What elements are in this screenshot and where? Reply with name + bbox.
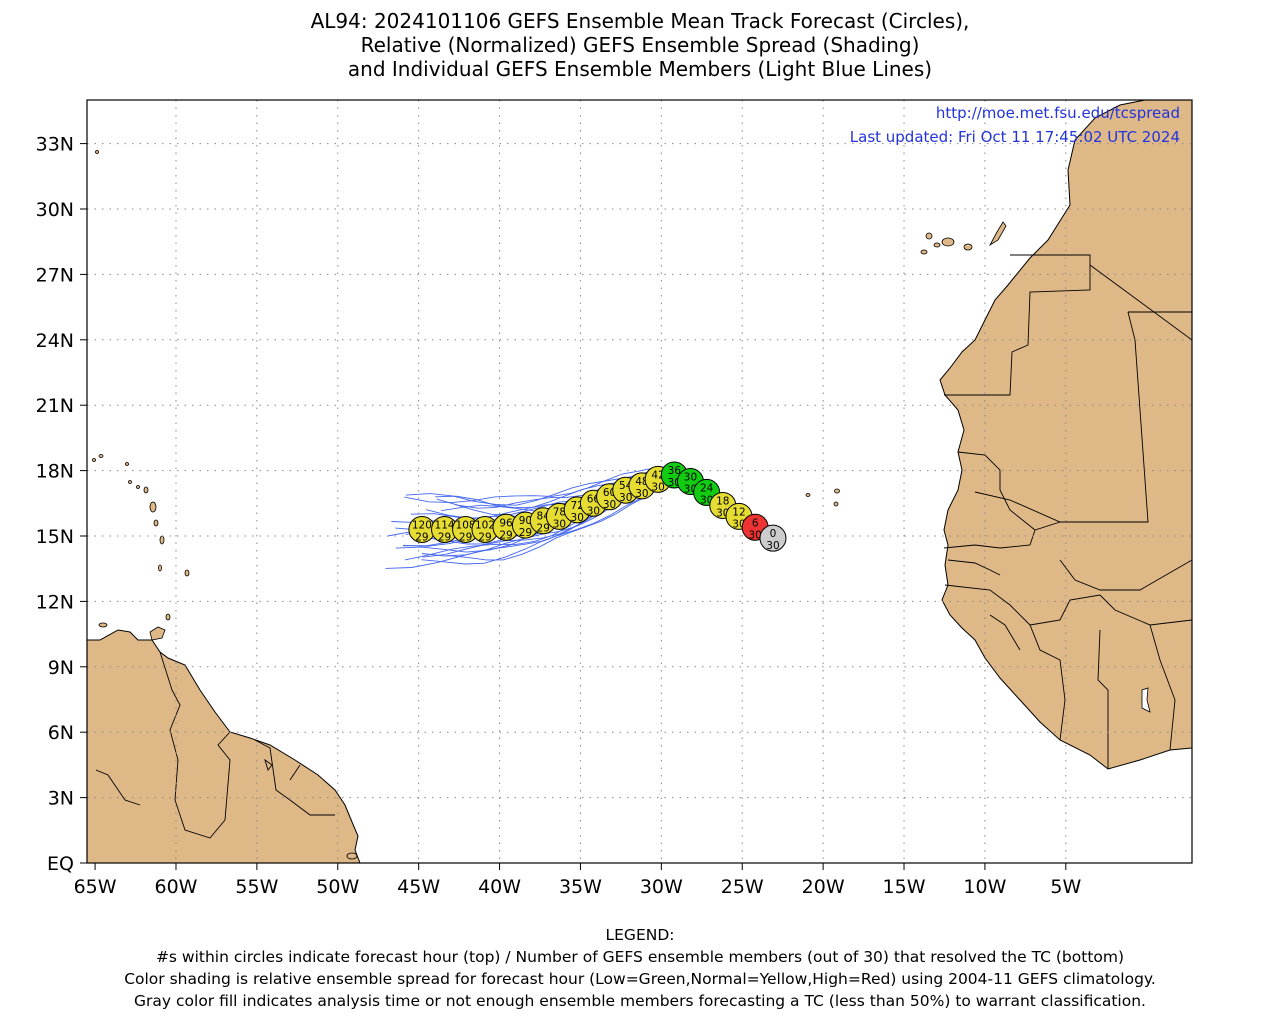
forecast-hour-label: 0	[770, 528, 777, 540]
member-count-label: 30	[651, 481, 664, 493]
forecast-hour-label: 108	[456, 519, 476, 531]
member-count-label: 30	[748, 529, 761, 541]
forecast-hour-label: 36	[668, 465, 682, 477]
lon-tick-label: 25W	[721, 876, 764, 898]
forecast-hour-label: 120	[412, 519, 432, 531]
track-circle	[759, 524, 787, 552]
lon-tick-label: 60W	[154, 876, 197, 898]
lat-tick-label: 6N	[48, 722, 74, 744]
lon-tick-label: 20W	[802, 876, 845, 898]
lake-volta	[1141, 687, 1151, 713]
title-line-2: Relative (Normalized) GEFS Ensemble Spre…	[360, 33, 920, 57]
lon-tick-label: 50W	[316, 876, 359, 898]
forecast-hour-label: 24	[700, 482, 714, 494]
member-count-label: 30	[587, 505, 600, 517]
lon-tick-label: 15W	[883, 876, 926, 898]
country-borders	[943, 254, 1192, 769]
plot-frame	[86, 99, 1193, 864]
forecast-hour-label: 78	[553, 506, 566, 518]
forecast-hour-label: 6	[752, 517, 759, 529]
lat-tick-label: 33N	[36, 134, 74, 156]
africa-landmass	[939, 100, 1192, 770]
lon-tick-label: 30W	[640, 876, 683, 898]
lat-tick-label: 18N	[36, 461, 74, 483]
forecast-hour-label: 30	[684, 472, 697, 484]
member-count-label: 29	[499, 529, 512, 541]
title-line-1: AL94: 2024101106 GEFS Ensemble Mean Trac…	[310, 9, 970, 33]
source-url[interactable]: http://moe.met.fsu.edu/tcspread	[936, 104, 1180, 122]
forecast-hour-label: 12	[732, 506, 745, 518]
lon-tick-label: 35W	[559, 876, 602, 898]
title-line-3: and Individual GEFS Ensemble Members (Li…	[347, 57, 933, 81]
last-updated: Last updated: Fri Oct 11 17:45:02 UTC 20…	[850, 128, 1180, 146]
lon-tick-label: 65W	[74, 876, 117, 898]
member-count-label: 29	[415, 531, 428, 543]
forecast-hour-label: 96	[499, 517, 513, 529]
lat-tick-label: 30N	[36, 199, 74, 221]
lat-tick-label: 15N	[36, 526, 74, 548]
member-count-label: 29	[438, 531, 451, 543]
member-count-label: 30	[553, 518, 566, 530]
south-america-landmass	[87, 629, 361, 863]
member-count-label: 30	[619, 492, 632, 504]
south-america-borders	[95, 651, 335, 839]
lon-tick-label: 45W	[397, 876, 440, 898]
lon-tick-label: 5W	[1050, 876, 1081, 898]
member-count-label: 29	[478, 531, 491, 543]
member-count-label: 29	[459, 531, 472, 543]
member-count-label: 30	[635, 488, 648, 500]
chart-title: AL94: 2024101106 GEFS Ensemble Mean Trac…	[0, 9, 1280, 81]
map-plot: 1202911429108291022996299029842978307230…	[36, 99, 1193, 898]
legend-line-1: #s within circles indicate forecast hour…	[155, 948, 1125, 966]
legend: LEGEND: #s within circles indicate forec…	[0, 924, 1280, 1012]
legend-line-3: Gray color fill indicates analysis time …	[134, 992, 1146, 1010]
legend-heading: LEGEND:	[605, 926, 675, 944]
forecast-hour-label: 114	[435, 519, 455, 531]
member-count-label: 30	[766, 540, 779, 552]
forecast-hour-label: 102	[475, 519, 495, 531]
lat-tick-label: 3N	[48, 788, 74, 810]
lon-tick-label: 40W	[478, 876, 521, 898]
lat-tick-label: 21N	[36, 395, 74, 417]
forecast-hour-label: 18	[716, 495, 729, 507]
member-count-label: 30	[603, 499, 616, 511]
forecast-hour-label: 90	[519, 515, 532, 527]
axis-ticks: 65W 60W 55W 50W 45W 40W 35W 30W 25W 20W 15W 10W 5W 33…	[36, 134, 1082, 898]
lat-tick-label: 12N	[36, 591, 74, 613]
cape-verde-islands	[805, 488, 840, 507]
track-circle-hr-0: 030	[759, 524, 787, 552]
lon-tick-label: 10W	[963, 876, 1006, 898]
lon-tick-label: 55W	[235, 876, 278, 898]
legend-line-2: Color shading is relative ensemble sprea…	[124, 970, 1156, 988]
lat-tick-label: EQ	[47, 853, 74, 875]
mean-track-circles: 1202911429108291022996299029842978307230…	[408, 461, 787, 552]
member-count-label: 29	[519, 527, 532, 539]
lesser-antilles	[92, 150, 358, 860]
member-count-label: 30	[571, 512, 584, 524]
lat-tick-label: 27N	[36, 264, 74, 286]
lat-tick-label: 9N	[48, 657, 74, 679]
lat-tick-label: 24N	[36, 330, 74, 352]
member-count-label: 29	[537, 523, 550, 535]
canary-islands	[920, 221, 1007, 255]
